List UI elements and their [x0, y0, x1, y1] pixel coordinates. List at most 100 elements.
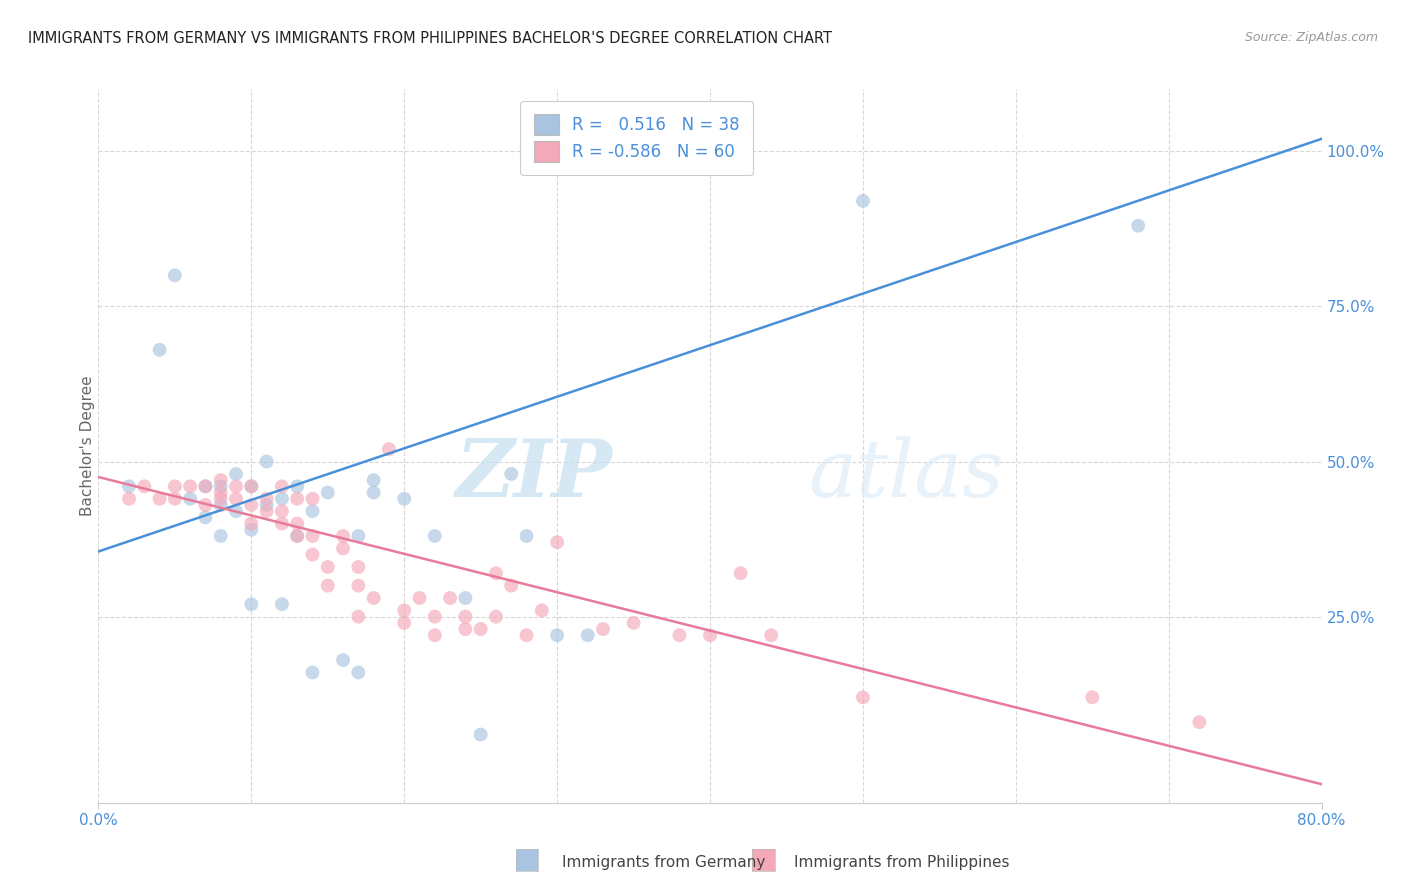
Point [118, 491, 141, 506]
Point [316, 485, 339, 500]
Point [163, 268, 186, 283]
Point [546, 535, 568, 549]
Y-axis label: Bachelor's Degree: Bachelor's Degree [80, 376, 94, 516]
Point [347, 609, 370, 624]
Point [179, 479, 201, 493]
Point [209, 485, 232, 500]
Text: Source: ZipAtlas.com: Source: ZipAtlas.com [1244, 31, 1378, 45]
Point [149, 491, 172, 506]
Point [485, 609, 508, 624]
Point [347, 560, 370, 574]
Point [240, 498, 263, 512]
Point [347, 529, 370, 543]
Point [240, 516, 263, 531]
Point [1188, 715, 1211, 730]
Point [332, 541, 354, 556]
Point [163, 491, 186, 506]
Point [546, 628, 568, 642]
Point [194, 498, 217, 512]
Point [592, 622, 614, 636]
Point [623, 615, 645, 630]
Point [118, 479, 141, 493]
Point [347, 579, 370, 593]
Point [194, 479, 217, 493]
Point [423, 529, 446, 543]
Point [225, 467, 247, 481]
Point [1081, 690, 1104, 705]
Point [516, 628, 538, 642]
Point [501, 579, 523, 593]
Point [270, 516, 292, 531]
Text: ZIP: ZIP [456, 436, 612, 513]
Point [225, 491, 247, 506]
Point [285, 491, 308, 506]
Point [179, 491, 201, 506]
Point [759, 628, 782, 642]
Point [576, 628, 599, 642]
Point [470, 622, 492, 636]
Point [852, 690, 875, 705]
Point [392, 603, 416, 617]
Point [270, 491, 292, 506]
Point [363, 473, 385, 487]
Text: IMMIGRANTS FROM GERMANY VS IMMIGRANTS FROM PHILIPPINES BACHELOR'S DEGREE CORRELA: IMMIGRANTS FROM GERMANY VS IMMIGRANTS FR… [28, 31, 832, 46]
Point [256, 504, 278, 518]
Point [470, 727, 492, 741]
Point [516, 529, 538, 543]
Point [209, 473, 232, 487]
Point [408, 591, 430, 605]
Point [240, 523, 263, 537]
Point [668, 628, 690, 642]
Point [699, 628, 721, 642]
Point [454, 622, 477, 636]
Point [423, 628, 446, 642]
Point [194, 479, 217, 493]
Point [285, 529, 308, 543]
Point [730, 566, 752, 581]
Text: Immigrants from Philippines: Immigrants from Philippines [794, 855, 1010, 870]
Point [285, 529, 308, 543]
Point [392, 491, 416, 506]
Point [285, 516, 308, 531]
Point [301, 491, 323, 506]
Point [332, 529, 354, 543]
Point [501, 467, 523, 481]
Text: atlas: atlas [808, 436, 1004, 513]
Point [301, 665, 323, 680]
Point [378, 442, 401, 456]
Point [209, 479, 232, 493]
Point [209, 529, 232, 543]
Point [240, 479, 263, 493]
Text: Immigrants from Germany: Immigrants from Germany [562, 855, 766, 870]
Point [270, 479, 292, 493]
Point [530, 603, 553, 617]
Point [256, 498, 278, 512]
Point [225, 479, 247, 493]
Point [149, 343, 172, 357]
Point [347, 665, 370, 680]
Point [363, 591, 385, 605]
Point [439, 591, 461, 605]
Point [134, 479, 156, 493]
Point [454, 609, 477, 624]
Point [256, 454, 278, 468]
Point [225, 504, 247, 518]
Point [454, 591, 477, 605]
Point [194, 510, 217, 524]
Point [485, 566, 508, 581]
Point [392, 615, 416, 630]
Point [316, 579, 339, 593]
Point [163, 479, 186, 493]
Point [270, 597, 292, 611]
Point [1128, 219, 1150, 233]
Point [270, 504, 292, 518]
Point [256, 491, 278, 506]
Point [240, 479, 263, 493]
Point [332, 653, 354, 667]
Point [301, 529, 323, 543]
Legend: R =   0.516   N = 38, R = -0.586   N = 60: R = 0.516 N = 38, R = -0.586 N = 60 [520, 101, 754, 175]
Point [423, 609, 446, 624]
Point [316, 560, 339, 574]
Point [301, 548, 323, 562]
Point [209, 498, 232, 512]
